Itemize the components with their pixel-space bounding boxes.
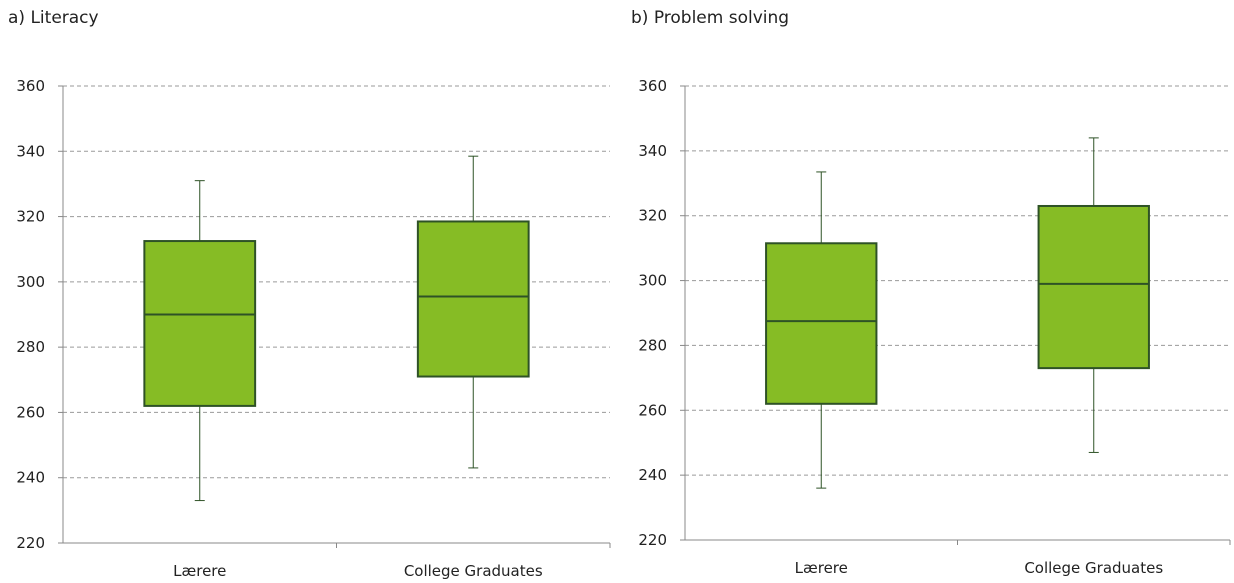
literacy-box-1: [416, 155, 530, 469]
iqr-box: [143, 240, 257, 407]
problem-solving-chart-title: b) Problem solving: [631, 8, 790, 28]
literacy-y-tick-label: 300: [16, 273, 45, 291]
problem-solving-y-tick-label: 300: [638, 272, 667, 290]
iqr-box: [765, 242, 878, 405]
problem-solving-y-tick-label: 260: [638, 401, 667, 419]
problem-solving-category-label: College Graduates: [1024, 559, 1163, 577]
literacy-y-tick-label: 360: [16, 77, 45, 95]
literacy-y-tick-label: 220: [16, 534, 45, 552]
literacy-chart: 220 240 260 280 300 320 340 360 Lærere College Gr…: [16, 77, 611, 580]
literacy-chart-panel: a) Literacy 220 240 260 280 300 320 340 360 Lære…: [8, 8, 611, 580]
literacy-y-tick-label: 240: [16, 469, 45, 487]
literacy-category-label: Lærere: [173, 562, 226, 580]
problem-solving-y-tick-label: 360: [638, 77, 667, 95]
literacy-box-0: [143, 180, 257, 502]
literacy-y-tick-label: 280: [16, 338, 45, 356]
literacy-y-tick-label: 260: [16, 403, 45, 421]
problem-solving-y-tick-label: 320: [638, 207, 667, 225]
problem-solving-y-tick-label: 220: [638, 531, 667, 549]
problem-solving-box-0: [765, 171, 878, 489]
problem-solving-chart-panel: b) Problem solving 220 240 260 280 300 320 340…: [617, 0, 1234, 583]
iqr-box: [416, 220, 530, 378]
literacy-y-tick-label: 340: [16, 142, 45, 160]
problem-solving-box-1: [1037, 137, 1150, 453]
problem-solving-chart: 220 240 260 280 300 320 340 360 Lærere College Gr…: [638, 77, 1231, 577]
literacy-y-tick-label: 320: [16, 208, 45, 226]
problem-solving-y-tick-label: 240: [638, 466, 667, 484]
literacy-chart-title: a) Literacy: [8, 8, 99, 28]
problem-solving-category-label: Lærere: [795, 559, 848, 577]
iqr-box: [1037, 204, 1150, 370]
problem-solving-y-tick-label: 280: [638, 336, 667, 354]
literacy-category-label: College Graduates: [404, 562, 543, 580]
problem-solving-y-tick-label: 340: [638, 142, 667, 160]
